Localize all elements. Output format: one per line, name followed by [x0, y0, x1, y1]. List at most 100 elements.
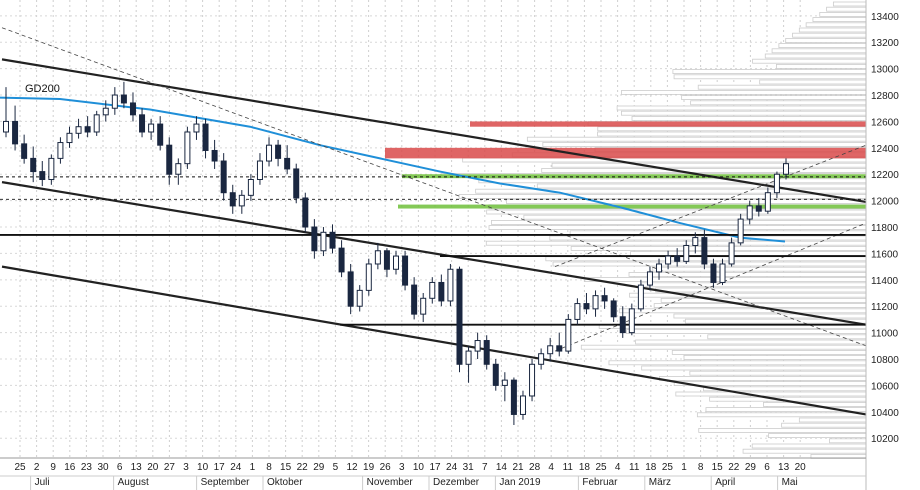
y-tick-label: 10400: [871, 408, 899, 419]
y-tick-label: 11600: [871, 249, 899, 260]
candle: [692, 232, 699, 254]
candle: [374, 242, 381, 270]
volume-profile-bar: [652, 266, 867, 272]
y-tick-label: 13000: [871, 65, 899, 76]
candle: [293, 163, 300, 204]
volume-profile-bar: [759, 79, 867, 85]
x-tick-label: 14: [496, 462, 508, 473]
x-tick-label: 15: [712, 462, 724, 473]
x-tick-label: 10: [413, 462, 425, 473]
x-tick-label: 20: [147, 462, 159, 473]
y-tick-label: 12400: [871, 144, 899, 155]
volume-profile-bar: [621, 90, 867, 95]
volume-profile-bar: [707, 334, 867, 340]
x-tick-label: 8: [698, 462, 704, 473]
candle: [84, 116, 91, 138]
candle: [229, 184, 236, 214]
candle: [12, 105, 19, 151]
candle: [193, 116, 200, 140]
x-tick-label: 13: [131, 462, 143, 473]
candle: [166, 137, 173, 185]
candle: [302, 192, 309, 233]
zone-band: [398, 204, 866, 209]
volume-profile-bar: [768, 433, 867, 439]
x-tick-label: 15: [280, 462, 292, 473]
volume-profile-bar: [751, 443, 867, 449]
y-tick-label: 11800: [871, 223, 899, 234]
volume-profile-bar: [488, 225, 867, 231]
candle: [583, 293, 590, 315]
volume-profile-bar: [752, 58, 867, 64]
candle: [710, 258, 717, 288]
candle: [592, 290, 599, 317]
ma-line: [0, 96, 786, 243]
volume-profile-bar: [771, 48, 867, 54]
volume-profile-bar: [826, 6, 867, 12]
x-tick-label: 18: [579, 462, 591, 473]
candle: [474, 332, 481, 360]
volume-profile-bar: [486, 209, 867, 215]
y-tick-label: 12200: [871, 170, 899, 181]
volume-profile-bar: [776, 64, 867, 69]
volume-profile-bar: [536, 183, 867, 189]
volume-profile-bar: [597, 126, 867, 132]
candle: [755, 197, 762, 217]
trend-line: [1, 181, 867, 326]
volume-profile-bar: [629, 292, 867, 298]
moving-average: [0, 96, 786, 243]
candle: [420, 293, 427, 323]
volume-profile-bar: [635, 339, 867, 345]
x-tick-label: 25: [14, 462, 26, 473]
x-tick-label: 1: [681, 462, 687, 473]
y-tick-label: 10600: [871, 381, 899, 392]
y-axis: 10200 10400 10600 10800 11000 11200 11400 11600…: [865, 0, 899, 490]
x-tick-label: 4: [548, 462, 554, 473]
x-tick-label: 19: [363, 462, 375, 473]
candle: [393, 250, 399, 275]
x-tick-label: 16: [64, 462, 76, 473]
volume-profile-bar: [742, 448, 867, 454]
volume-profile-bar: [655, 287, 867, 293]
x-tick-label: 13: [778, 462, 790, 473]
ma-legend-label: GD200: [25, 83, 60, 95]
candle: [656, 258, 663, 280]
candle: [728, 237, 735, 267]
candle: [429, 277, 436, 304]
candle: [93, 110, 100, 136]
x-tick-label: 29: [745, 462, 757, 473]
volume-profile-bar: [673, 313, 867, 319]
x-axis: 25 2 9 16 23 30 6 13 20 27 3 10 17 24 1 8 15 22 29 5 12 19 26 3…: [0, 457, 866, 490]
candle: [120, 81, 127, 109]
volume-profile-bar: [506, 199, 867, 205]
y-tick-label: 11400: [871, 276, 899, 287]
x-tick-label: 2: [34, 462, 40, 473]
candle: [701, 229, 708, 270]
candle: [764, 187, 771, 214]
volume-profile-bar: [659, 375, 867, 381]
candle: [456, 266, 463, 373]
trend-lines: [1, 27, 867, 416]
volume-profile-bar: [616, 105, 867, 111]
zone-band: [385, 147, 866, 159]
volume-profile-bar: [798, 27, 867, 33]
candle: [247, 174, 254, 201]
x-tick-label: 24: [230, 462, 242, 473]
candle: [610, 298, 617, 323]
candle: [683, 240, 690, 264]
candle: [547, 337, 554, 362]
x-tick-label: 3: [183, 462, 189, 473]
month-label: April: [715, 477, 735, 488]
volume-profile-bar: [628, 271, 867, 277]
candle: [329, 224, 336, 254]
x-tick-label: 25: [595, 462, 607, 473]
month-label: Februar: [582, 477, 618, 488]
volume-profile-bar: [485, 240, 867, 246]
trend-line: [1, 265, 867, 416]
x-tick-label: 11: [629, 462, 640, 473]
candle: [3, 87, 9, 138]
volume-profile-bar: [832, 1, 867, 7]
month-label: September: [201, 477, 251, 488]
candle: [746, 200, 753, 225]
candle: [365, 258, 372, 296]
volume-profile-bar: [631, 116, 867, 121]
